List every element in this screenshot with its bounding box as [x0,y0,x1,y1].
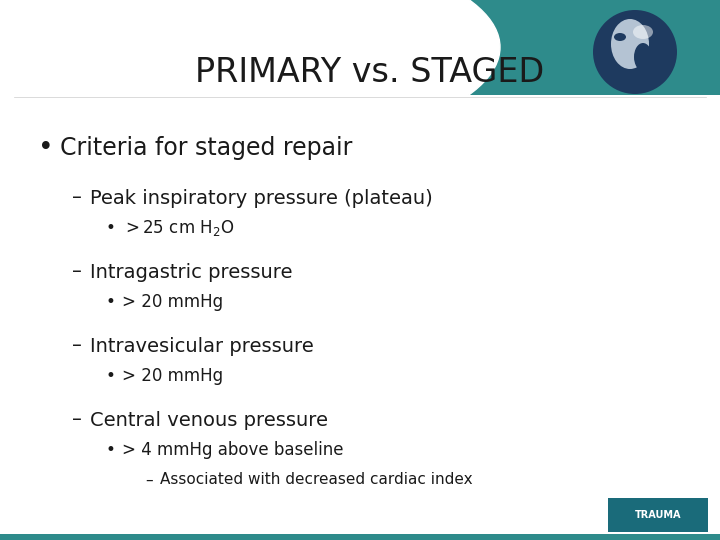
Text: –: – [145,472,153,488]
Text: Peak inspiratory pressure (plateau): Peak inspiratory pressure (plateau) [90,188,433,207]
Text: •: • [105,441,115,459]
Text: •: • [38,135,53,161]
Text: Intragastric pressure: Intragastric pressure [90,262,292,281]
Text: Intravesicular pressure: Intravesicular pressure [90,336,314,355]
Text: TRAUMA: TRAUMA [635,510,681,520]
Text: –: – [72,336,82,355]
Text: •: • [105,219,115,237]
Ellipse shape [634,43,652,71]
Text: > 4 mmHg above baseline: > 4 mmHg above baseline [122,441,343,459]
Text: Central venous pressure: Central venous pressure [90,410,328,429]
Bar [0,534,720,540]
Text: •: • [105,367,115,385]
Ellipse shape [614,33,626,41]
Ellipse shape [633,25,653,39]
Bar [608,498,708,532]
Text: > 20 mmHg: > 20 mmHg [122,367,223,385]
Text: Criteria for staged repair: Criteria for staged repair [60,136,352,160]
Ellipse shape [611,19,649,69]
Text: –: – [72,188,82,207]
Text: –: – [72,262,82,281]
Ellipse shape [0,0,500,151]
Text: $> 25\ \mathrm{cm}\ \mathrm{H_2O}$: $> 25\ \mathrm{cm}\ \mathrm{H_2O}$ [122,218,235,238]
Text: PRIMARY vs. STAGED: PRIMARY vs. STAGED [195,56,544,89]
Text: –: – [72,410,82,429]
Text: > 20 mmHg: > 20 mmHg [122,293,223,311]
Text: •: • [105,293,115,311]
Bar [0,0,720,94]
Text: Associated with decreased cardiac index: Associated with decreased cardiac index [160,472,472,488]
Circle shape [593,10,677,94]
